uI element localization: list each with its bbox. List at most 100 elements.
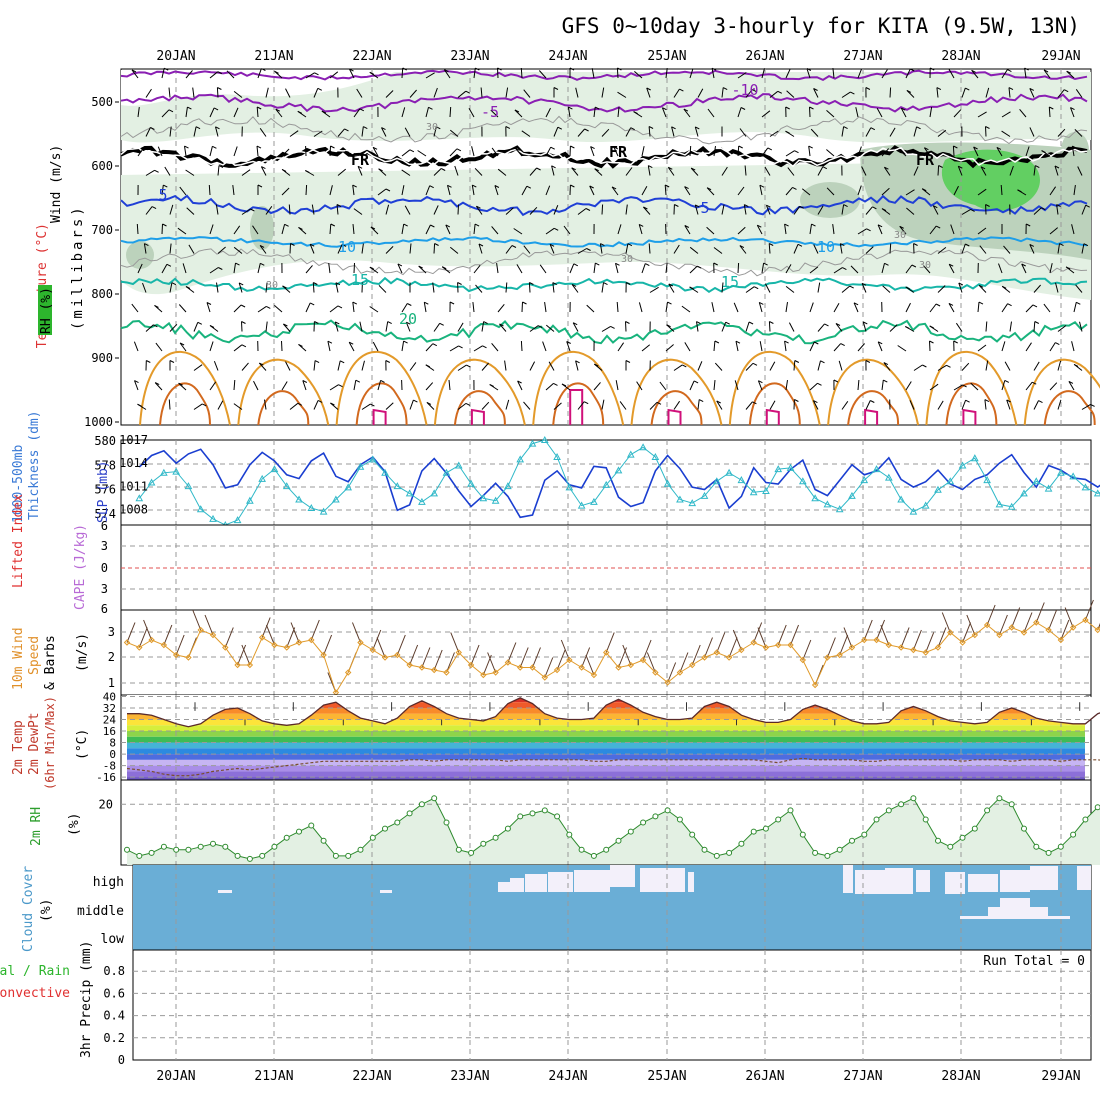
wind-barb [515, 148, 523, 157]
wind-barb-flag [1007, 69, 1012, 73]
wind-barb [1079, 321, 1083, 332]
wind-barb-flag [600, 243, 605, 247]
contour-25 [630, 358, 723, 426]
thickness-marker [184, 482, 193, 490]
temp-label: 2m Temp [11, 720, 26, 775]
wind-barb-flag [131, 69, 137, 73]
wind-barb-flag [259, 362, 264, 366]
wind-barb-flag [256, 106, 262, 110]
wind-barb [233, 344, 243, 352]
wind-barb [957, 166, 963, 176]
wind-barb [313, 400, 319, 410]
wind-barb-flag [589, 185, 594, 189]
wind-barb [810, 128, 819, 137]
wind-barb [769, 400, 776, 410]
wind10-marker [123, 639, 131, 646]
wind-barb-flag [284, 223, 289, 227]
wind10-barb [204, 614, 214, 636]
wind-barb [281, 340, 283, 352]
thickness-marker [504, 482, 512, 490]
wind-barb-flag [759, 301, 764, 305]
wind10-barb [396, 634, 406, 656]
wind-barb-flag [209, 325, 215, 328]
wind-barb-flag [824, 323, 829, 327]
wind-barb [733, 302, 739, 313]
wind-barb-flag [403, 223, 408, 227]
thickness-marker [368, 455, 377, 463]
wind-barb [713, 340, 716, 352]
wind-barb-flag [625, 282, 631, 285]
wind-barb [641, 146, 645, 157]
wind-barb-flag [298, 343, 303, 347]
wind-barb-flag [571, 283, 577, 287]
wind-barb [664, 184, 667, 196]
wind-barb-flag [314, 72, 319, 76]
wind-barb-flag [568, 106, 573, 110]
wind-barb-flag [197, 321, 203, 325]
wind-barb [241, 169, 251, 176]
wind-barb [929, 225, 937, 235]
wind-barb [1025, 304, 1034, 313]
wind-barb [625, 167, 633, 176]
wind-barb [490, 109, 499, 118]
wind-barb [929, 383, 939, 391]
wind-barb [853, 302, 859, 313]
wind10-marker [775, 641, 782, 649]
wind-barb [457, 403, 467, 410]
day-label: 23JAN [450, 1069, 489, 1084]
wind-barb [961, 243, 966, 254]
wind-barb [425, 382, 434, 391]
wind10-marker [308, 636, 315, 644]
wind-barb [549, 244, 555, 254]
wind-barb [337, 128, 345, 137]
temp-band [127, 736, 1085, 743]
wind-barb [161, 185, 164, 196]
thickness-marker [246, 496, 254, 504]
contour-30 [159, 382, 211, 426]
wind-barb [979, 245, 987, 254]
wind-barb [590, 146, 595, 157]
thickness-marker [626, 450, 635, 458]
thickness-marker [454, 461, 463, 469]
wind-barb [615, 263, 619, 274]
cloud-panel: high middle low Cloud Cover (%) [21, 864, 1092, 952]
wind-barb [454, 165, 459, 176]
wind-barb-flag [638, 223, 644, 227]
wind-barb [857, 343, 865, 352]
thickness-marker [995, 500, 1004, 508]
wind-barb [137, 107, 140, 118]
thickness-marker [565, 483, 574, 491]
wind10-barb [704, 637, 713, 658]
wind-barb [208, 184, 211, 196]
wind-barb [521, 130, 531, 137]
wind-barb-flag [402, 67, 407, 71]
wind-barb [713, 146, 716, 157]
wind-barb-flag [570, 145, 575, 149]
wind-barb-flag [369, 266, 375, 270]
wind-barb-flag [537, 325, 543, 329]
wind-barb [206, 302, 211, 313]
wind-barb-flag [809, 106, 814, 110]
wind-barb [745, 362, 754, 371]
wind-barb [745, 321, 750, 332]
cloud-gap [380, 890, 392, 893]
wind-barb-flag [693, 380, 699, 384]
wind10-marker [148, 636, 155, 644]
wind-barb [841, 204, 845, 215]
wind10-marker [787, 641, 794, 649]
wind-barb [758, 302, 763, 313]
wind-barb [233, 403, 243, 410]
wind-barb [401, 149, 411, 157]
wind-barb [809, 106, 811, 118]
rh-marker [762, 825, 769, 832]
rh-marker [357, 846, 364, 853]
wind-barb [259, 128, 267, 137]
wind-barb-flag [240, 304, 246, 308]
rh-marker [406, 810, 413, 817]
tick-label: 1008 [119, 503, 148, 517]
wind10-barb [290, 622, 300, 643]
day-label: 24JAN [548, 1069, 587, 1084]
contour-label: 30 [266, 280, 278, 291]
cloud-gap [525, 874, 547, 892]
